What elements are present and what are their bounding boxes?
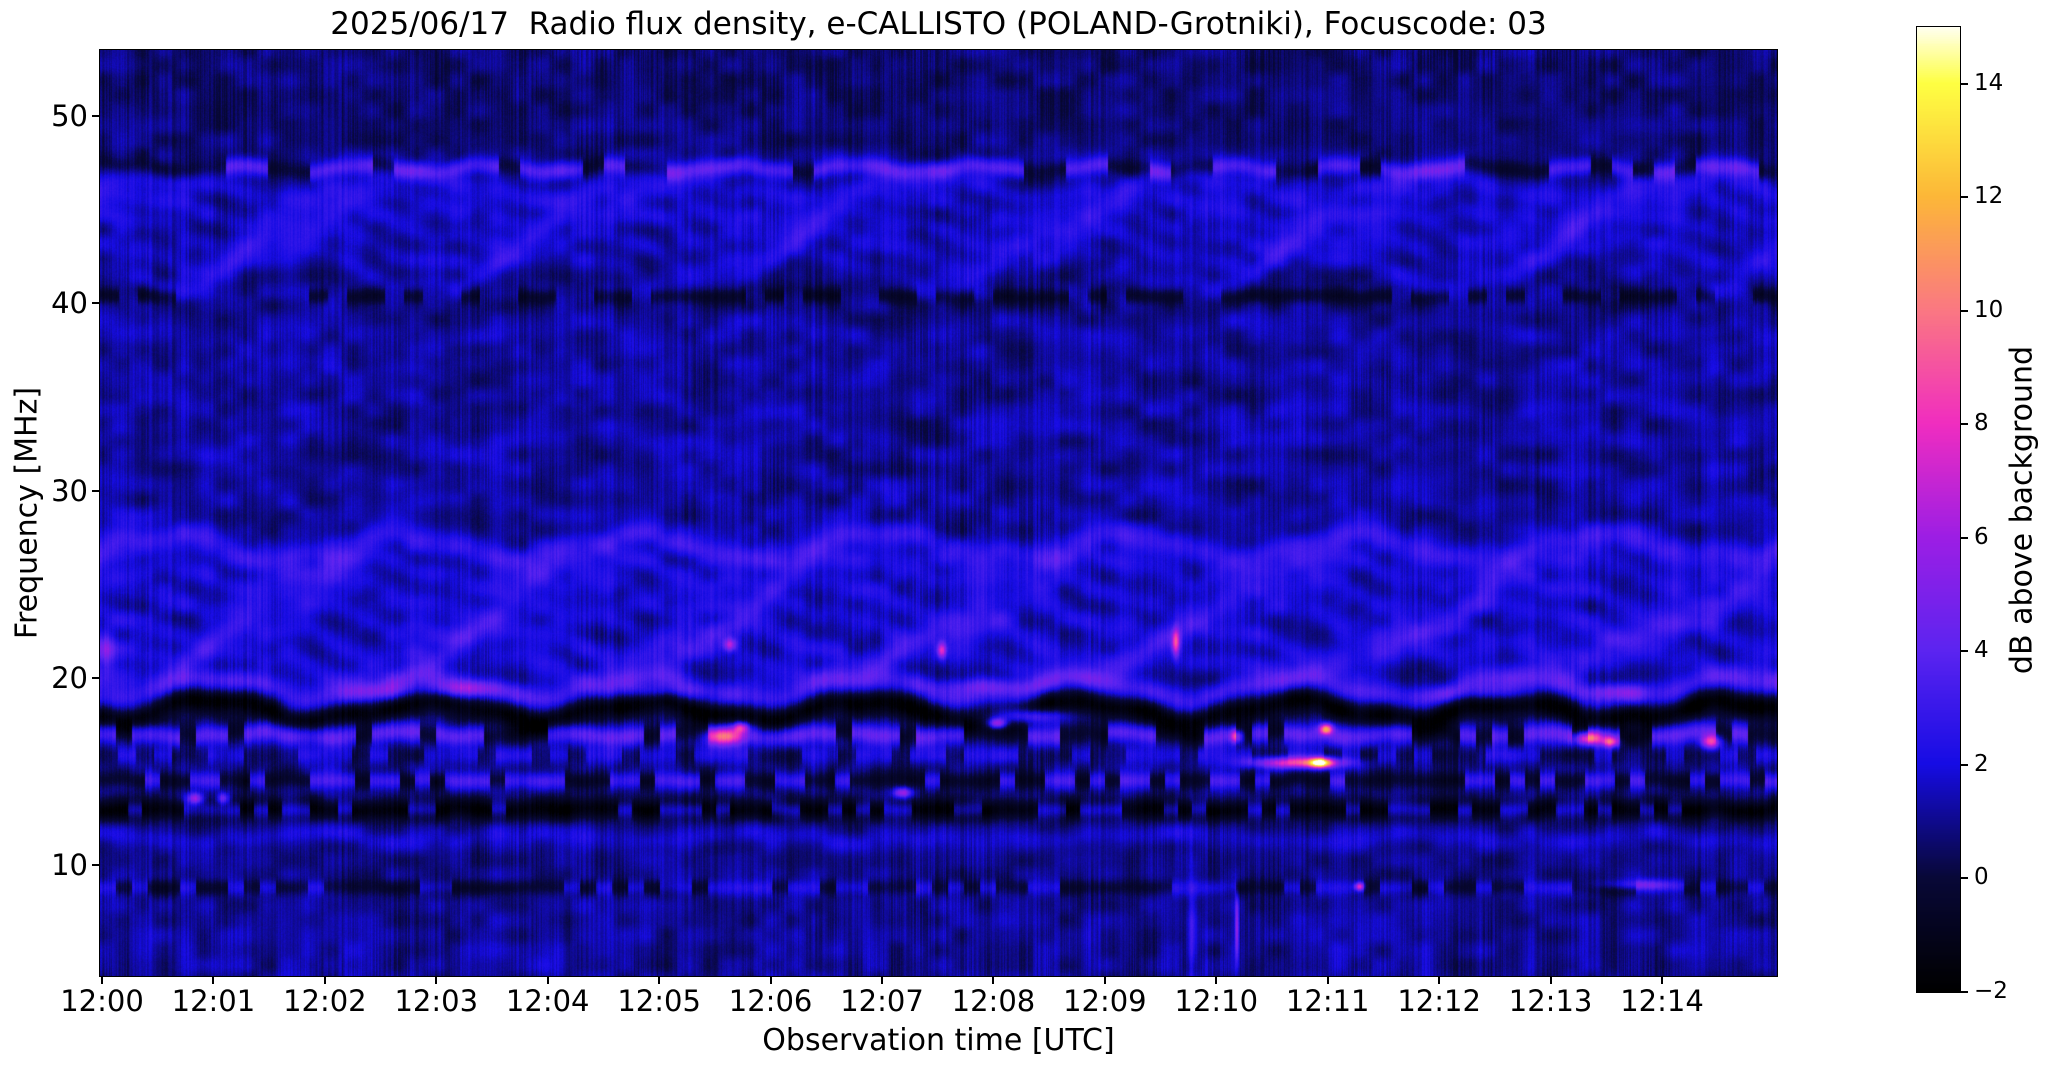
- x-tick-mark: [658, 976, 661, 984]
- y-tick-mark: [92, 864, 100, 867]
- x-tick-mark: [323, 976, 326, 984]
- y-tick-label: 10: [51, 848, 88, 883]
- colorbar-tick-label: 8: [1974, 410, 1989, 437]
- x-tick-mark: [1438, 976, 1441, 984]
- colorbar-tick-label: 10: [1974, 296, 2004, 323]
- x-tick-label: 12:02: [283, 984, 367, 1018]
- x-tick-mark: [1326, 976, 1329, 984]
- colorbar-tick-mark: [1960, 877, 1968, 880]
- x-tick-mark: [992, 976, 995, 984]
- x-tick-label: 12:11: [1285, 984, 1370, 1018]
- colorbar-tick-label: 2: [1974, 750, 1989, 777]
- y-tick-label: 40: [51, 286, 88, 321]
- colorbar-tick-mark: [1960, 423, 1968, 426]
- colorbar-tick-mark: [1960, 309, 1968, 312]
- x-tick-label: 12:14: [1620, 984, 1704, 1018]
- x-tick-label: 12:07: [840, 984, 924, 1018]
- x-tick-mark: [101, 976, 103, 984]
- x-tick-mark: [1103, 976, 1106, 984]
- y-tick-label: 30: [51, 473, 88, 508]
- x-tick-mark: [546, 976, 549, 984]
- y-tick-mark: [92, 302, 100, 305]
- colorbar-label: dB above background: [2004, 345, 2040, 675]
- y-tick-mark: [92, 489, 100, 492]
- x-tick-mark: [435, 976, 438, 984]
- x-tick-mark: [769, 976, 772, 984]
- x-tick-label: 12:04: [505, 984, 590, 1018]
- x-tick-mark: [1215, 976, 1218, 984]
- plot-area: [99, 49, 1778, 977]
- colorbar-gradient-canvas: [1917, 27, 1960, 992]
- y-tick-mark: [92, 114, 100, 117]
- colorbar-tick-mark: [1960, 991, 1968, 993]
- plot-title: 2025/06/17 Radio flux density, e-CALLIST…: [330, 6, 1547, 42]
- x-tick-label: 12:00: [60, 984, 144, 1018]
- x-tick-label: 12:09: [1063, 984, 1147, 1018]
- x-tick-label: 12:01: [171, 984, 256, 1018]
- colorbar-tick-label: 0: [1974, 864, 1989, 891]
- colorbar-tick-label: 6: [1974, 523, 1989, 550]
- y-axis-label: Frequency [MHz]: [9, 386, 45, 640]
- x-tick-label: 12:12: [1397, 984, 1481, 1018]
- colorbar-tick-label: −2: [1974, 978, 2008, 1004]
- x-tick-mark: [212, 976, 215, 984]
- colorbar-tick-mark: [1960, 82, 1968, 85]
- colorbar: [1916, 26, 1961, 993]
- y-tick-label: 20: [51, 660, 88, 695]
- x-tick-label: 12:06: [728, 984, 813, 1018]
- colorbar-tick-mark: [1960, 196, 1968, 199]
- y-tick-mark: [92, 676, 100, 679]
- x-tick-label: 12:05: [617, 984, 701, 1018]
- y-tick-label: 50: [51, 98, 88, 133]
- x-tick-mark: [1549, 976, 1552, 984]
- x-tick-label: 12:08: [951, 984, 1036, 1018]
- colorbar-tick-mark: [1960, 536, 1968, 539]
- x-tick-mark: [1661, 976, 1664, 984]
- colorbar-tick-mark: [1960, 650, 1968, 653]
- x-tick-label: 12:10: [1174, 984, 1259, 1018]
- x-tick-mark: [881, 976, 883, 984]
- colorbar-tick-label: 14: [1974, 69, 2004, 96]
- x-tick-label: 12:13: [1508, 984, 1593, 1018]
- x-axis-label: Observation time [UTC]: [762, 1023, 1115, 1058]
- colorbar-tick-label: 4: [1974, 637, 1989, 664]
- x-tick-label: 12:03: [394, 984, 479, 1018]
- spectrogram-canvas: [100, 50, 1777, 976]
- colorbar-tick-mark: [1960, 763, 1968, 766]
- colorbar-tick-label: 12: [1974, 183, 2004, 210]
